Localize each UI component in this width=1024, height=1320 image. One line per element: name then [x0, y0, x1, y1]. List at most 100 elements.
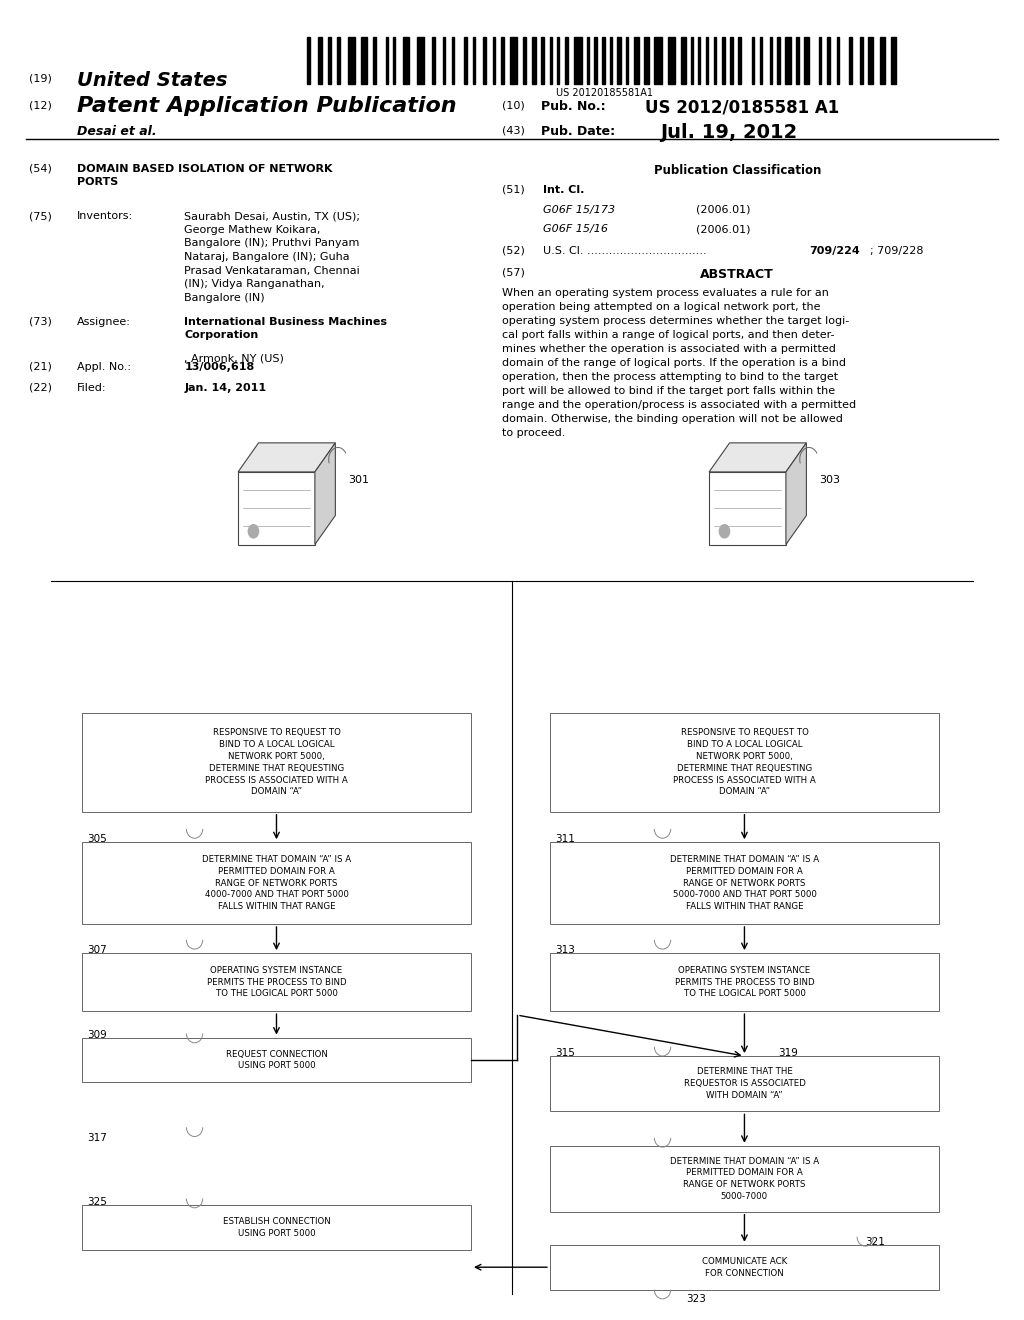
Text: DETERMINE THAT DOMAIN “A” IS A
PERMITTED DOMAIN FOR A
RANGE OF NETWORK PORTS
400: DETERMINE THAT DOMAIN “A” IS A PERMITTED…	[202, 855, 351, 911]
Text: (43): (43)	[502, 125, 524, 136]
FancyBboxPatch shape	[550, 1245, 939, 1290]
Circle shape	[719, 524, 729, 539]
Text: RESPONSIVE TO REQUEST TO
BIND TO A LOCAL LOGICAL
NETWORK PORT 5000,
DETERMINE TH: RESPONSIVE TO REQUEST TO BIND TO A LOCAL…	[673, 729, 816, 796]
Text: COMMUNICATE ACK
FOR CONNECTION: COMMUNICATE ACK FOR CONNECTION	[701, 1257, 787, 1278]
FancyBboxPatch shape	[550, 1146, 939, 1212]
Bar	[868, 37, 873, 84]
Text: Publication Classification: Publication Classification	[653, 164, 821, 177]
Text: DETERMINE THAT THE
REQUESTOR IS ASSOCIATED
WITH DOMAIN “A”: DETERMINE THAT THE REQUESTOR IS ASSOCIAT…	[683, 1068, 806, 1100]
Text: ESTABLISH CONNECTION
USING PORT 5000: ESTABLISH CONNECTION USING PORT 5000	[222, 1217, 331, 1238]
Text: Int. Cl.: Int. Cl.	[543, 185, 584, 195]
FancyBboxPatch shape	[82, 1205, 471, 1250]
Polygon shape	[315, 444, 336, 544]
Text: G06F 15/173: G06F 15/173	[543, 205, 614, 215]
FancyBboxPatch shape	[550, 842, 939, 924]
Bar	[328, 37, 331, 84]
Text: 709/224: 709/224	[809, 246, 860, 256]
FancyBboxPatch shape	[82, 1038, 471, 1082]
Bar	[501, 37, 504, 84]
Bar	[417, 37, 424, 84]
Bar	[654, 37, 662, 84]
Bar	[770, 37, 772, 84]
Text: (2006.01): (2006.01)	[696, 205, 751, 215]
Bar	[550, 37, 552, 84]
Bar	[709, 471, 786, 544]
Text: ; 709/228: ; 709/228	[870, 246, 924, 256]
Circle shape	[248, 524, 258, 539]
Text: 325: 325	[87, 1197, 106, 1208]
Bar	[238, 471, 315, 544]
Text: 321: 321	[865, 1237, 885, 1247]
Bar	[819, 37, 821, 84]
Bar	[849, 37, 852, 84]
Text: Filed:: Filed:	[77, 383, 106, 393]
Bar	[796, 37, 799, 84]
Bar	[574, 37, 582, 84]
Text: 323: 323	[686, 1294, 706, 1304]
Bar	[738, 37, 741, 84]
Bar	[860, 37, 863, 84]
Text: DETERMINE THAT DOMAIN “A” IS A
PERMITTED DOMAIN FOR A
RANGE OF NETWORK PORTS
500: DETERMINE THAT DOMAIN “A” IS A PERMITTED…	[670, 855, 819, 911]
Text: 315: 315	[555, 1048, 574, 1059]
Bar	[681, 37, 686, 84]
FancyBboxPatch shape	[550, 1056, 939, 1111]
Text: OPERATING SYSTEM INSTANCE
PERMITS THE PROCESS TO BIND
TO THE LOGICAL PORT 5000: OPERATING SYSTEM INSTANCE PERMITS THE PR…	[207, 966, 346, 998]
Bar	[510, 37, 517, 84]
Bar	[464, 37, 467, 84]
Bar	[594, 37, 597, 84]
Bar	[634, 37, 639, 84]
Text: US 20120185581A1: US 20120185581A1	[556, 88, 652, 99]
Text: RESPONSIVE TO REQUEST TO
BIND TO A LOCAL LOGICAL
NETWORK PORT 5000,
DETERMINE TH: RESPONSIVE TO REQUEST TO BIND TO A LOCAL…	[205, 729, 348, 796]
Bar	[443, 37, 445, 84]
Bar	[714, 37, 716, 84]
Text: ABSTRACT: ABSTRACT	[700, 268, 774, 281]
Bar	[698, 37, 700, 84]
Bar	[473, 37, 475, 84]
Bar	[722, 37, 725, 84]
Text: International Business Machines
Corporation: International Business Machines Corporat…	[184, 317, 387, 341]
FancyBboxPatch shape	[550, 713, 939, 812]
Text: (22): (22)	[29, 383, 51, 393]
Text: 303: 303	[819, 475, 841, 486]
Text: Pub. No.:: Pub. No.:	[541, 100, 605, 114]
Bar	[668, 37, 675, 84]
Text: 319: 319	[778, 1048, 798, 1059]
Bar	[752, 37, 754, 84]
Bar	[432, 37, 435, 84]
Text: Jan. 14, 2011: Jan. 14, 2011	[184, 383, 266, 393]
Bar	[493, 37, 495, 84]
Bar	[348, 37, 355, 84]
FancyBboxPatch shape	[82, 713, 471, 812]
Bar	[587, 37, 589, 84]
Text: , Armonk, NY (US): , Armonk, NY (US)	[184, 354, 285, 364]
Text: 313: 313	[555, 945, 574, 956]
Bar	[318, 37, 322, 84]
Text: Jul. 19, 2012: Jul. 19, 2012	[660, 123, 798, 141]
Text: (51): (51)	[502, 185, 524, 195]
Text: DETERMINE THAT DOMAIN “A” IS A
PERMITTED DOMAIN FOR A
RANGE OF NETWORK PORTS
500: DETERMINE THAT DOMAIN “A” IS A PERMITTED…	[670, 1156, 819, 1201]
Text: (19): (19)	[29, 74, 51, 84]
Text: 307: 307	[87, 945, 106, 956]
Text: 311: 311	[555, 834, 574, 845]
Text: United States: United States	[77, 71, 227, 90]
Text: Saurabh Desai, Austin, TX (US);
George Mathew Koikara,
Bangalore (IN); Pruthvi P: Saurabh Desai, Austin, TX (US); George M…	[184, 211, 360, 302]
Bar	[307, 37, 310, 84]
Polygon shape	[709, 444, 807, 473]
Text: OPERATING SYSTEM INSTANCE
PERMITS THE PROCESS TO BIND
TO THE LOGICAL PORT 5000: OPERATING SYSTEM INSTANCE PERMITS THE PR…	[675, 966, 814, 998]
Bar	[827, 37, 830, 84]
Bar	[730, 37, 733, 84]
Text: When an operating system process evaluates a rule for an
operation being attempt: When an operating system process evaluat…	[502, 288, 856, 438]
Bar	[626, 37, 628, 84]
Bar	[602, 37, 605, 84]
Bar	[403, 37, 409, 84]
Text: Assignee:: Assignee:	[77, 317, 131, 327]
Bar	[565, 37, 568, 84]
Bar	[804, 37, 809, 84]
Text: (73): (73)	[29, 317, 51, 327]
Bar	[337, 37, 340, 84]
Bar	[393, 37, 395, 84]
Bar	[644, 37, 649, 84]
Text: 317: 317	[87, 1133, 106, 1143]
Polygon shape	[238, 444, 336, 473]
Text: (21): (21)	[29, 362, 51, 372]
